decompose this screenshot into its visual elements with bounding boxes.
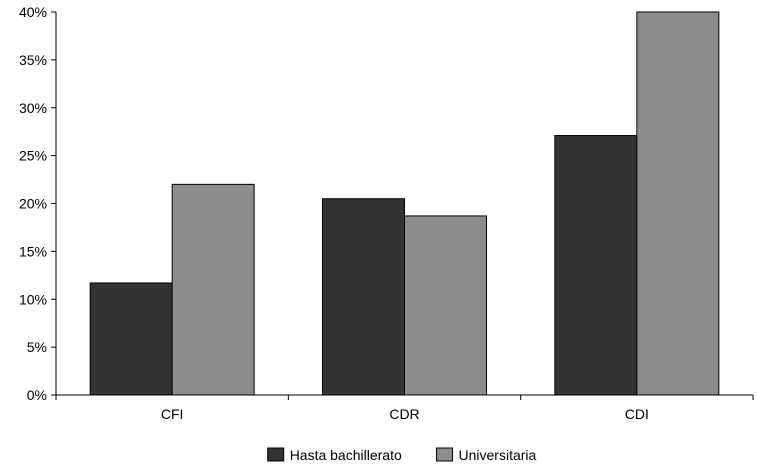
x-tick-label: CDI [625, 406, 649, 422]
bar-cdi-series-1 [554, 135, 638, 396]
y-tick-label: 5% [27, 339, 47, 355]
y-tick-label: 0% [27, 387, 47, 403]
legend-label: Hasta bachillerato [290, 447, 402, 463]
bar-cfi-series-1 [89, 282, 173, 396]
legend-swatch [436, 447, 453, 462]
legend: Hasta bachillerato Universitaria [267, 447, 537, 463]
bars [89, 11, 720, 396]
x-tick-label: CDR [389, 406, 419, 422]
x-axis: CFI CDR CDI [55, 394, 754, 422]
legend-swatch [267, 447, 285, 462]
bar-cfi-series-2 [171, 183, 255, 396]
legend-label: Universitaria [459, 447, 537, 463]
y-tick-label: 30% [19, 100, 47, 116]
y-axis: 0% 5% 10% 15% 20% 25% 30% 35% 40% [19, 4, 57, 403]
y-tick-label: 20% [19, 196, 47, 212]
bar-cdr-series-2 [404, 215, 487, 396]
x-tick-label: CFI [161, 406, 184, 422]
bar-cdr-series-1 [322, 198, 405, 396]
bar-cdi-series-2 [636, 11, 720, 396]
y-tick-label: 40% [19, 4, 47, 20]
y-tick-label: 15% [19, 243, 47, 259]
y-tick-label: 35% [19, 52, 47, 68]
y-tick-label: 25% [19, 148, 47, 164]
y-tick-label: 10% [19, 291, 47, 307]
